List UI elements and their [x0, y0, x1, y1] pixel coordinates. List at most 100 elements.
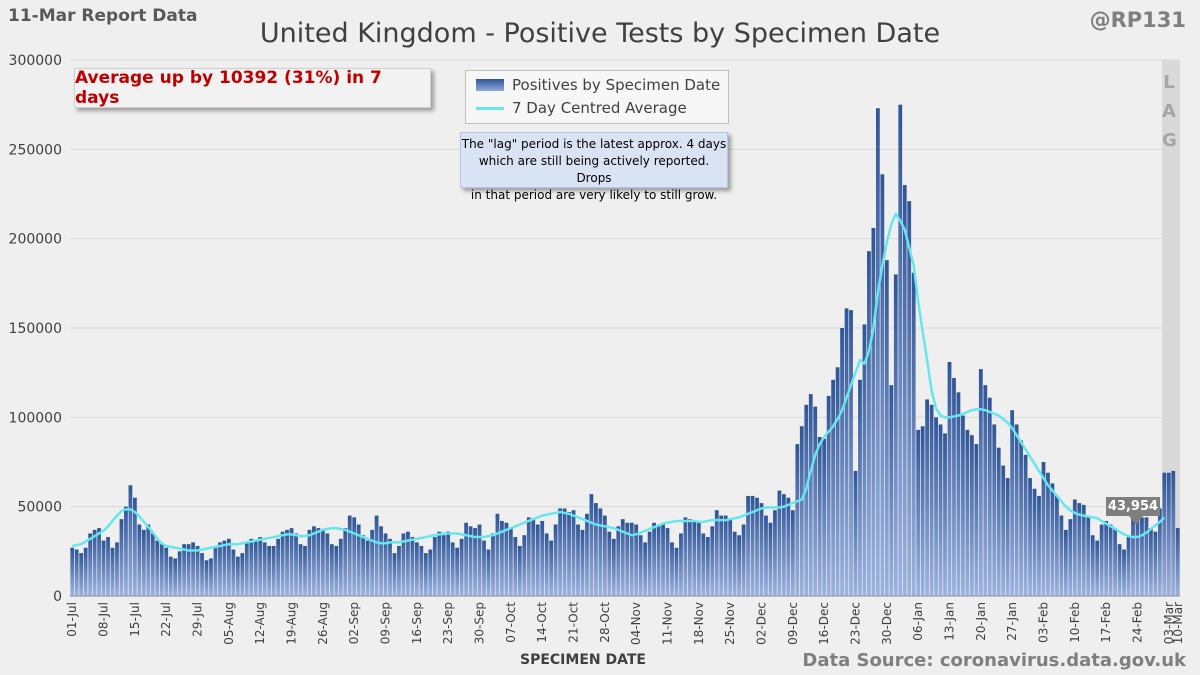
bar	[831, 379, 836, 596]
bar	[1175, 528, 1180, 596]
bar	[987, 397, 992, 596]
bar	[755, 497, 759, 596]
bar	[441, 535, 446, 596]
bar	[1122, 549, 1126, 596]
x-tick-label: 03-Feb	[1036, 602, 1050, 643]
x-tick-label: 10-Mar	[1171, 602, 1185, 644]
bar	[1041, 462, 1046, 596]
data-source: Data Source: coronavirus.data.gov.uk	[802, 650, 1186, 671]
lag-shade	[1162, 60, 1180, 596]
bar	[70, 547, 75, 596]
bar	[240, 553, 245, 596]
bar	[535, 524, 540, 596]
lag-letter: L	[1163, 72, 1175, 93]
bar	[74, 549, 79, 596]
y-tick-label: 50000	[17, 500, 62, 516]
bar	[858, 379, 862, 596]
bar	[840, 328, 844, 596]
bar	[1001, 465, 1006, 596]
x-tick-label: 27-Jan	[1005, 602, 1019, 641]
bar	[665, 528, 670, 596]
bar	[325, 533, 330, 596]
x-tick-label: 10-Feb	[1068, 602, 1082, 643]
bar	[880, 174, 885, 596]
bar	[719, 515, 724, 596]
bar	[146, 524, 151, 596]
bar	[486, 549, 491, 596]
bar	[173, 558, 178, 596]
bar	[423, 553, 428, 596]
bar	[334, 545, 339, 596]
bar	[1157, 508, 1162, 596]
bar	[392, 553, 397, 596]
lag-letter: G	[1162, 130, 1177, 151]
x-tick-label: 06-Jan	[911, 602, 925, 641]
bar	[437, 531, 442, 596]
bar	[822, 438, 827, 596]
bar	[540, 520, 545, 596]
bar	[992, 424, 997, 596]
bar	[961, 415, 965, 596]
bar	[705, 537, 710, 596]
x-tick-label: 04-Nov	[629, 602, 643, 645]
bar	[661, 524, 665, 596]
bar	[643, 542, 648, 596]
bar	[222, 540, 227, 596]
bar	[1090, 535, 1095, 596]
bar	[482, 540, 486, 596]
bar	[195, 545, 200, 596]
bar	[1162, 472, 1167, 596]
bar	[276, 538, 281, 596]
bar	[446, 531, 451, 596]
bar	[1046, 472, 1050, 596]
latest-average-callout: 43,954	[1106, 497, 1160, 516]
bar	[996, 447, 1001, 596]
bar	[773, 510, 777, 596]
legend-bar-label: Positives by Specimen Date	[512, 76, 721, 94]
bar	[938, 424, 943, 596]
bar	[862, 324, 867, 596]
bar	[817, 436, 822, 596]
bar	[379, 526, 383, 596]
chart-title: United Kingdom - Positive Tests by Speci…	[259, 18, 941, 49]
bar	[907, 201, 912, 596]
bar	[401, 533, 406, 596]
legend-item-bars: Positives by Specimen Date	[476, 76, 720, 94]
bar	[1063, 529, 1068, 596]
bar	[450, 542, 455, 596]
bar	[1108, 524, 1113, 596]
bar	[338, 538, 343, 596]
bar	[500, 520, 504, 596]
x-tick-label: 30-Sep	[473, 602, 487, 644]
bar	[388, 538, 392, 596]
bar	[692, 520, 697, 596]
x-tick-label: 03-Mar	[1162, 602, 1176, 644]
bar	[133, 497, 137, 596]
x-tick-label: 11-Nov	[661, 602, 675, 645]
bar	[186, 544, 191, 596]
bar	[374, 515, 379, 596]
bar	[934, 417, 938, 596]
bar	[732, 531, 737, 596]
bar	[764, 515, 768, 596]
lag-note-line: in that period are very likely to still …	[470, 188, 718, 202]
bar	[782, 494, 786, 596]
bar	[280, 531, 285, 596]
y-tick-label: 0	[53, 589, 62, 605]
bar	[929, 404, 934, 596]
bar	[298, 544, 303, 596]
bar	[688, 519, 692, 596]
bar	[875, 108, 880, 597]
bar	[585, 513, 589, 596]
bar	[182, 544, 187, 596]
bar	[916, 429, 921, 596]
bar	[679, 533, 683, 596]
average-change-box: Average up by 10392 (31%) in 7 days	[74, 68, 431, 108]
bar	[262, 542, 267, 596]
bar	[209, 558, 213, 596]
bar	[777, 490, 782, 596]
x-tick-label: 25-Nov	[723, 602, 737, 645]
axes: 0 50000 100000 150000 200000 250000 300000 01-J…	[9, 53, 1185, 645]
x-tick-label: 16-Dec	[817, 602, 831, 645]
bar	[849, 310, 853, 596]
